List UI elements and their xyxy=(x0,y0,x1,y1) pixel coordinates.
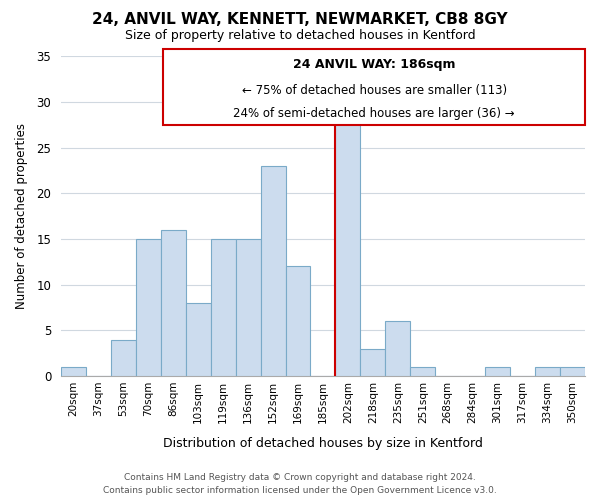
Bar xyxy=(335,111,361,376)
Bar xyxy=(136,239,161,376)
Bar xyxy=(535,367,560,376)
Bar xyxy=(560,367,585,376)
Bar xyxy=(260,166,286,376)
Bar xyxy=(485,367,510,376)
Bar xyxy=(61,367,86,376)
Bar xyxy=(361,348,385,376)
Y-axis label: Number of detached properties: Number of detached properties xyxy=(15,123,28,309)
Bar xyxy=(236,239,260,376)
Bar xyxy=(161,230,186,376)
Text: 24 ANVIL WAY: 186sqm: 24 ANVIL WAY: 186sqm xyxy=(293,58,455,71)
X-axis label: Distribution of detached houses by size in Kentford: Distribution of detached houses by size … xyxy=(163,437,483,450)
Text: ← 75% of detached houses are smaller (113): ← 75% of detached houses are smaller (11… xyxy=(242,84,506,96)
Text: Size of property relative to detached houses in Kentford: Size of property relative to detached ho… xyxy=(125,29,475,42)
Bar xyxy=(385,322,410,376)
Bar xyxy=(286,266,310,376)
FancyBboxPatch shape xyxy=(163,49,585,125)
Text: 24, ANVIL WAY, KENNETT, NEWMARKET, CB8 8GY: 24, ANVIL WAY, KENNETT, NEWMARKET, CB8 8… xyxy=(92,12,508,28)
Text: 24% of semi-detached houses are larger (36) →: 24% of semi-detached houses are larger (… xyxy=(233,106,515,120)
Bar xyxy=(111,340,136,376)
Bar xyxy=(186,303,211,376)
Bar xyxy=(211,239,236,376)
Text: Contains HM Land Registry data © Crown copyright and database right 2024.
Contai: Contains HM Land Registry data © Crown c… xyxy=(103,473,497,495)
Bar xyxy=(410,367,435,376)
